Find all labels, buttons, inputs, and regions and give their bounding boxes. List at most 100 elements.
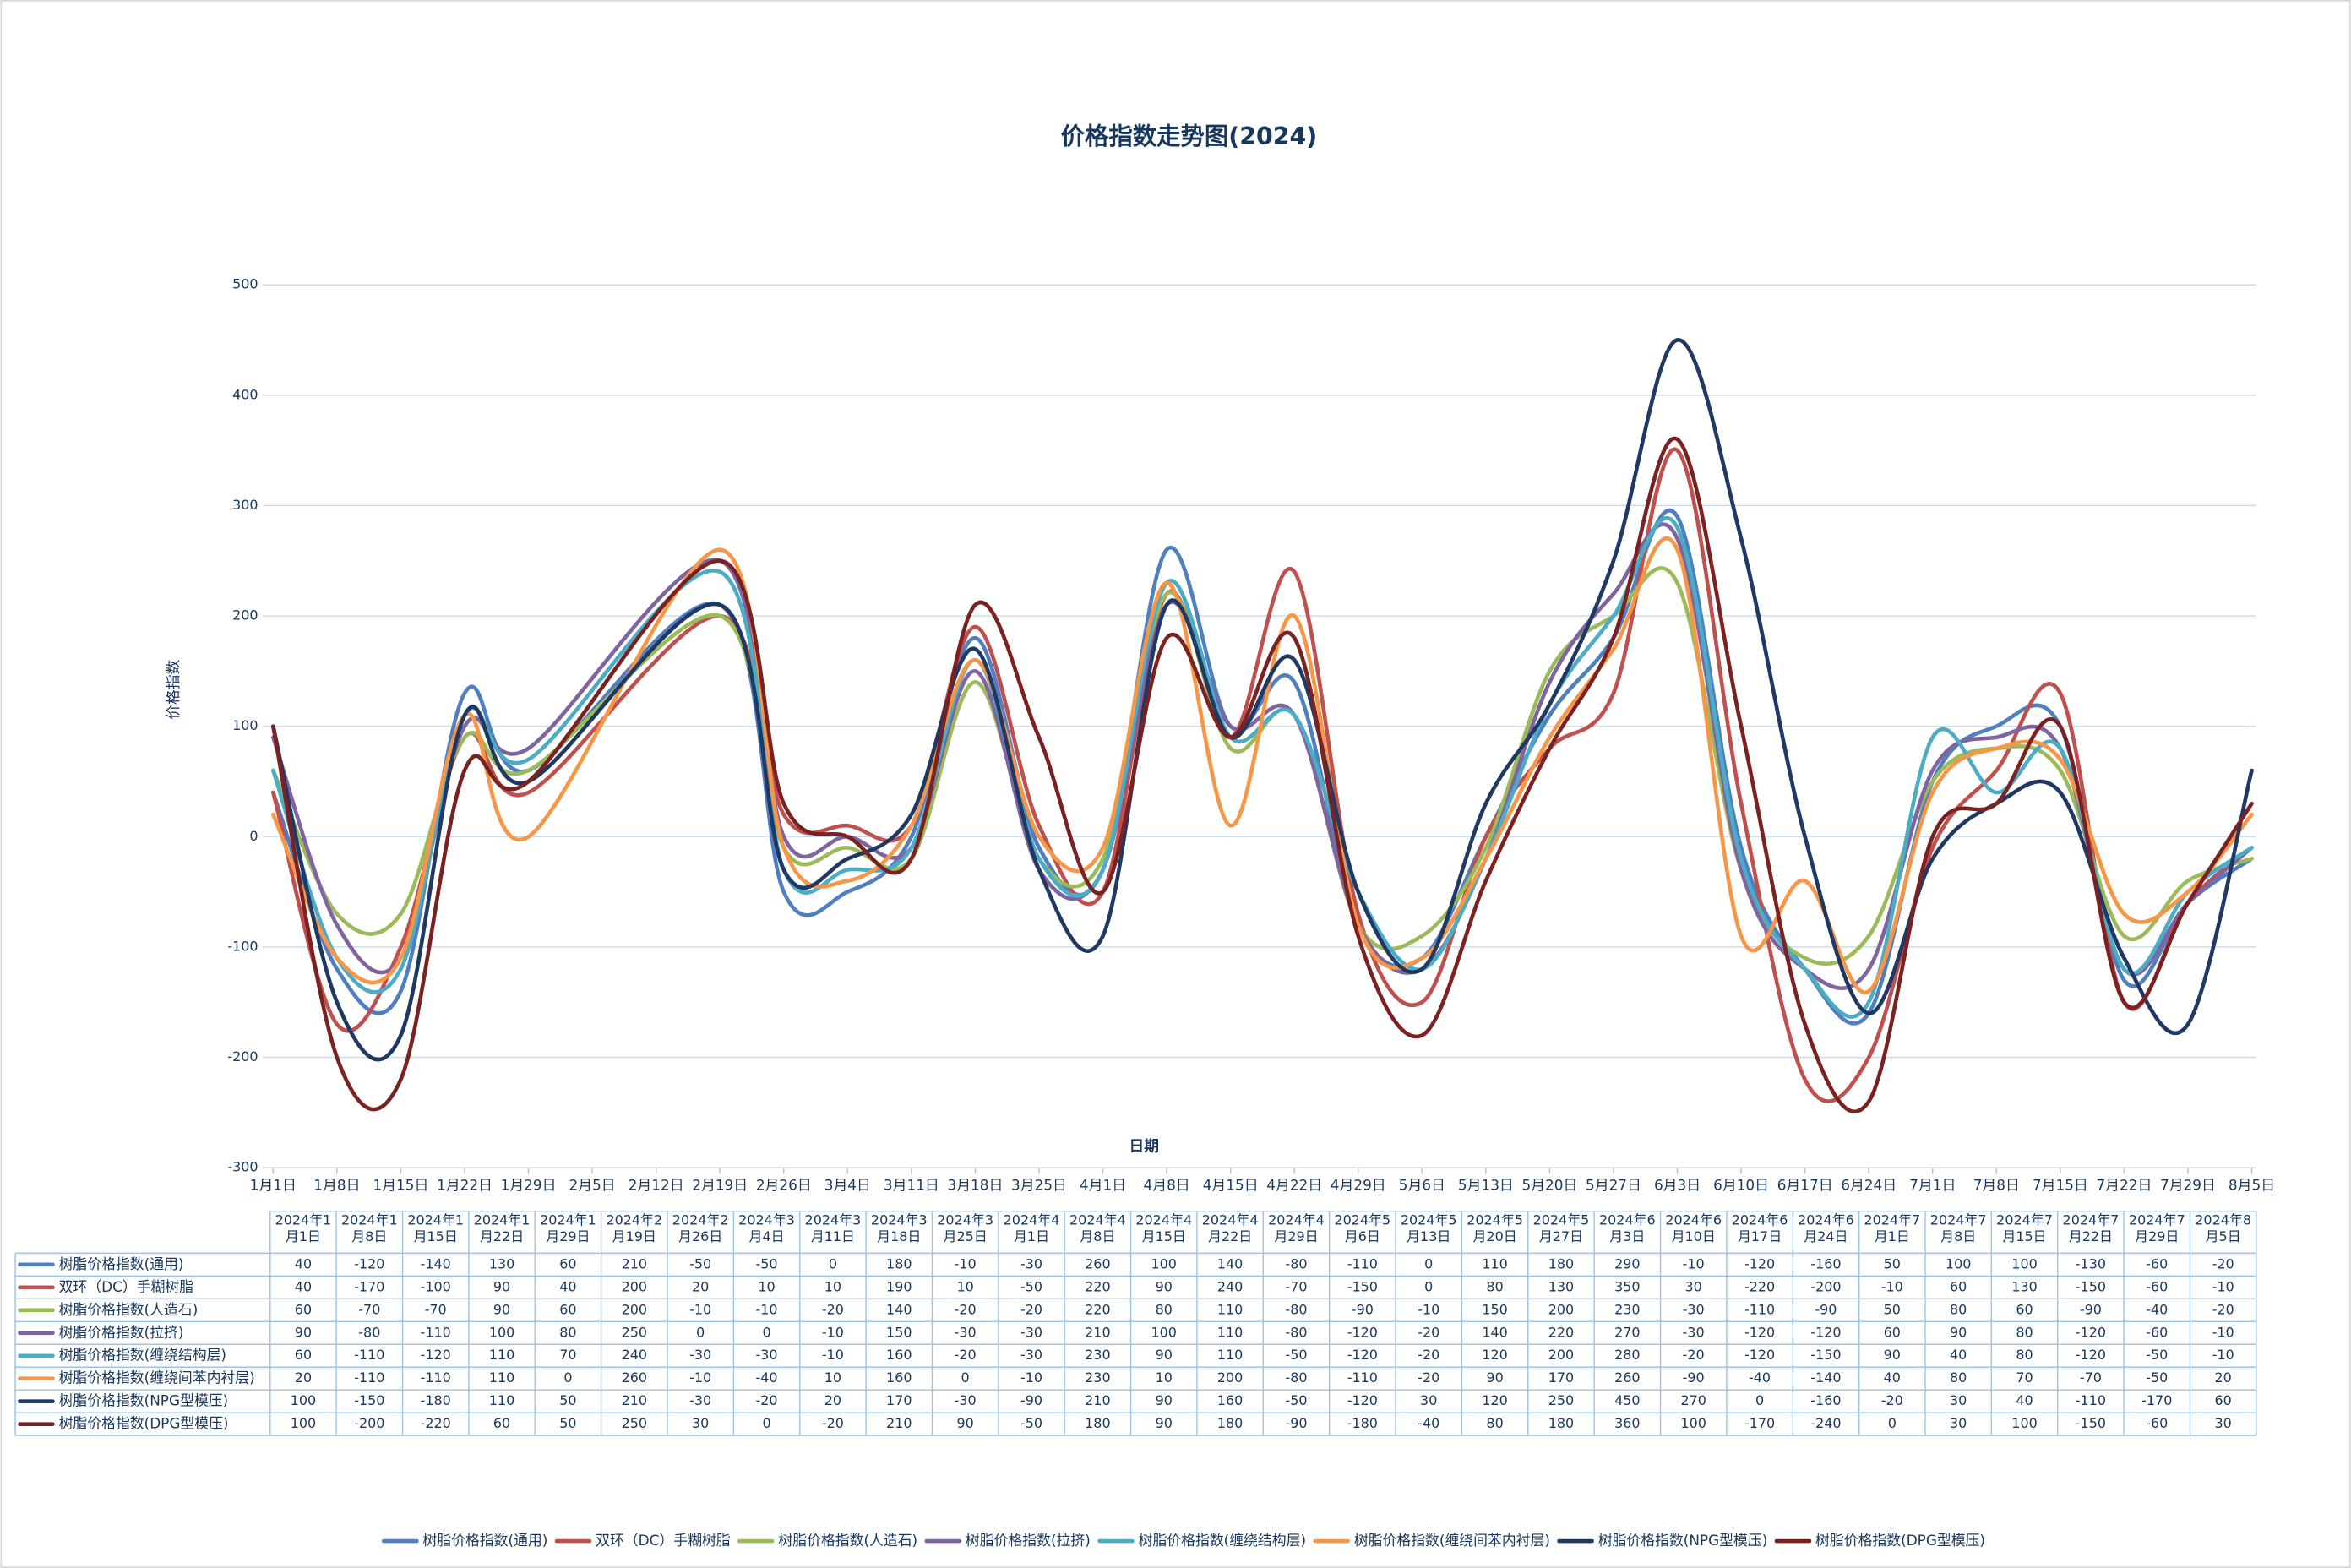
table-cell: 60 xyxy=(1950,1278,1967,1294)
table-cell: -170 xyxy=(2141,1392,2172,1408)
x-tick-label: 7月8日 xyxy=(1973,1177,2020,1194)
table-cell: -110 xyxy=(354,1369,384,1386)
table-cell: -30 xyxy=(689,1347,711,1363)
table-header: 2024年1 月22日 xyxy=(474,1212,531,1245)
x-tick-label: 2月26日 xyxy=(756,1177,812,1194)
table-cell: -100 xyxy=(421,1278,451,1294)
table-cell: 120 xyxy=(1482,1392,1507,1408)
table-cell: -120 xyxy=(1347,1347,1378,1363)
table-cell: 100 xyxy=(1151,1255,1177,1271)
table-cell: -20 xyxy=(955,1301,977,1317)
table-cell: -20 xyxy=(955,1347,977,1363)
table-cell: -50 xyxy=(2146,1369,2168,1386)
table-cell: 40 xyxy=(295,1255,312,1271)
table-cell: -30 xyxy=(1020,1347,1042,1363)
table-cell: -20 xyxy=(2212,1255,2234,1271)
table-cell: -90 xyxy=(1815,1301,1837,1317)
table-cell: 20 xyxy=(692,1278,709,1294)
legend-label: 树脂价格指数(缠绕结构层) xyxy=(1139,1532,1306,1549)
table-cell: 140 xyxy=(886,1301,912,1317)
table-cell: 160 xyxy=(886,1347,912,1363)
table-cell: -110 xyxy=(1347,1369,1378,1386)
table-header: 2024年7 月29日 xyxy=(2129,1212,2185,1245)
table-cell: -120 xyxy=(421,1347,451,1363)
table-cell: -30 xyxy=(1683,1324,1705,1340)
table-cell: 80 xyxy=(1950,1369,1967,1386)
table-cell: -60 xyxy=(2146,1324,2168,1340)
table-cell: 130 xyxy=(489,1255,514,1271)
table-cell: -220 xyxy=(421,1415,451,1431)
table-cell: 210 xyxy=(622,1392,647,1408)
x-tick-label: 7月1日 xyxy=(1909,1177,1956,1194)
table-cell: -120 xyxy=(1810,1324,1841,1340)
table-cell: 70 xyxy=(559,1347,576,1363)
table-header: 2024年3 月18日 xyxy=(871,1212,928,1245)
x-tick-label: 7月29日 xyxy=(2160,1177,2216,1194)
table-cell: 0 xyxy=(1888,1415,1897,1431)
table-cell: 0 xyxy=(829,1255,837,1271)
table-cell: 30 xyxy=(692,1415,709,1431)
x-tick-label: 1月8日 xyxy=(313,1177,360,1194)
table-header: 2024年7 月1日 xyxy=(1864,1212,1920,1245)
table-cell: 160 xyxy=(1217,1392,1243,1408)
table-cell: 30 xyxy=(1950,1392,1967,1408)
table-header: 2024年5 月27日 xyxy=(1533,1212,1590,1245)
table-cell: -80 xyxy=(358,1324,380,1340)
table-cell: -50 xyxy=(756,1255,778,1271)
table-cell: 100 xyxy=(291,1415,316,1431)
table-cell: -200 xyxy=(354,1415,384,1431)
table-cell: 100 xyxy=(2011,1415,2037,1431)
table-cell: 100 xyxy=(489,1324,514,1340)
table-cell: -90 xyxy=(1352,1301,1374,1317)
table-cell: 10 xyxy=(956,1278,973,1294)
table-cell: 80 xyxy=(1950,1301,1967,1317)
table-cell: -10 xyxy=(822,1324,844,1340)
x-tick-label: 3月11日 xyxy=(884,1177,939,1194)
table-cell: -110 xyxy=(354,1347,384,1363)
table-cell: 100 xyxy=(2011,1255,2037,1271)
table-cell: 110 xyxy=(489,1347,514,1363)
table-cell: 90 xyxy=(1486,1369,1503,1386)
table-cell: 10 xyxy=(824,1369,841,1386)
table-header: 2024年4 月22日 xyxy=(1202,1212,1259,1245)
table-cell: -180 xyxy=(1347,1415,1378,1431)
table-cell: -80 xyxy=(1285,1369,1307,1386)
table-cell: 140 xyxy=(1217,1255,1243,1271)
table-cell: 210 xyxy=(1085,1392,1110,1408)
table-header: 2024年6 月17日 xyxy=(1732,1212,1788,1245)
table-cell: -110 xyxy=(1347,1255,1378,1271)
table-cell: 10 xyxy=(1156,1369,1173,1386)
table-cell: -110 xyxy=(2076,1392,2106,1408)
y-tick-label: 500 xyxy=(232,276,258,292)
table-cell: -160 xyxy=(1810,1255,1841,1271)
table-cell: -10 xyxy=(822,1347,844,1363)
table-cell: 50 xyxy=(559,1392,576,1408)
table-cell: 200 xyxy=(1217,1369,1243,1386)
legend-label: 树脂价格指数(NPG型模压) xyxy=(1598,1532,1768,1549)
table-cell: 20 xyxy=(295,1369,312,1386)
table-cell: -110 xyxy=(421,1324,451,1340)
table-cell: 80 xyxy=(2016,1347,2033,1363)
table-cell: -90 xyxy=(1683,1369,1705,1386)
table-header: 2024年1 月29日 xyxy=(540,1212,596,1245)
table-cell: 180 xyxy=(886,1255,912,1271)
x-tick-label: 4月15日 xyxy=(1203,1177,1259,1194)
x-tick-label: 1月15日 xyxy=(373,1177,429,1194)
y-tick-label: -200 xyxy=(227,1048,258,1064)
table-cell: 180 xyxy=(1217,1415,1243,1431)
table-cell: -40 xyxy=(2146,1301,2168,1317)
table-header: 2024年6 月10日 xyxy=(1665,1212,1722,1245)
table-cell: 60 xyxy=(1884,1324,1901,1340)
table-cell: 110 xyxy=(489,1392,514,1408)
table-cell: -70 xyxy=(425,1301,447,1317)
table-cell: -120 xyxy=(1744,1347,1775,1363)
table-row-label: 树脂价格指数(缠绕间苯内衬层) xyxy=(59,1369,255,1386)
table-cell: -160 xyxy=(1810,1392,1841,1408)
table-cell: 0 xyxy=(1755,1392,1764,1408)
table-cell: 0 xyxy=(762,1324,770,1340)
x-tick-label: 5月13日 xyxy=(1458,1177,1514,1194)
table-cell: -120 xyxy=(1347,1324,1378,1340)
table-cell: 110 xyxy=(489,1369,514,1386)
table-cell: -20 xyxy=(1881,1392,1903,1408)
